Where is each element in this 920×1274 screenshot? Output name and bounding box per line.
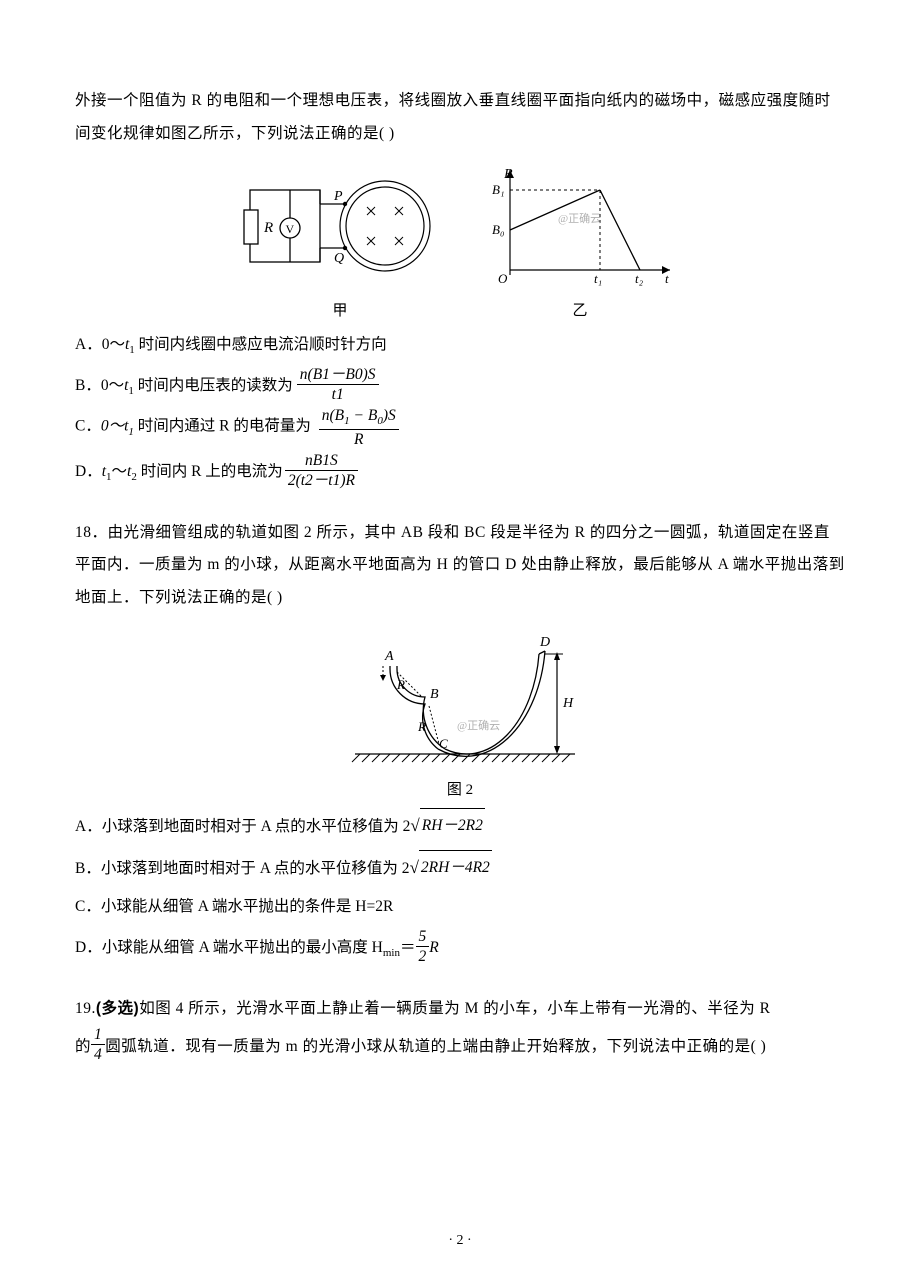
q17-opt-B: B．0～t1 时间内电压表的读数为 n(B1－B0)S t1 [75,366,845,403]
D18-R: R [429,931,438,965]
t2-label: t₂ [635,271,644,286]
q17-block: 外接一个阻值为 R 的电阻和一个理想电压表，将线圈放入垂直线圈平面指向纸内的磁场… [75,85,845,489]
t1-label: t₁ [594,271,602,286]
q18-opt-C: C．小球能从细管 A 端水平抛出的条件是 H=2R [75,890,845,924]
fig-Q: Q [334,251,344,266]
B-pre: B．0～ [75,377,124,394]
D18-pre: D．小球能从细管 A 端水平抛出的最小高度 H [75,939,383,956]
C-num-r: )S [383,407,396,424]
D-tilde: ～ [112,463,128,480]
fig-C: C [439,736,448,751]
q17-cap-left: 甲 [332,299,347,320]
watermark2: @正确云 [457,719,500,732]
D-den: 2(t2－t1)R [285,471,358,489]
C-num-l: n(B [322,407,344,424]
q17-opt-A: A．0～t1 时间内线圈中感应电流沿顺时针方向 [75,328,845,362]
fig-R1: R [396,677,405,692]
q19-den-frac: 4 [91,1045,105,1063]
B1-label: B₁ [492,182,504,197]
D18-eq: ＝ [400,939,416,956]
D18-sub: min [383,947,400,959]
D18-num: 5 [416,928,430,947]
q18-text: 由光滑细管组成的轨道如图 2 所示，其中 AB 段和 BC 段是半径为 R 的四… [75,524,845,606]
C-num-m: − B [350,407,378,424]
q17-figures: R V P Q [75,160,845,320]
fig-R2: R [417,719,426,734]
C-italic: 0～t [101,418,129,435]
fig-R: R [263,220,273,236]
q18-opt-B: B．小球落到地面时相对于 A 点的水平位移值为 2 2RH－4R2 [75,849,845,886]
q19-num-frac: 1 [91,1026,105,1045]
O-label: O [498,271,508,286]
track-svg: A B C D R R H @正确云 [335,624,585,774]
x-label: t [665,271,669,286]
q18-block: 18．由光滑细管组成的轨道如图 2 所示，其中 AB 段和 BC 段是半径为 R… [75,517,845,966]
q19-p2-post: 圆弧轨道．现有一质量为 m 的光滑小球从轨道的上端由静止开始释放，下列说法中正确… [105,1031,766,1064]
q19-block: 19.(多选)如图 4 所示，光滑水平面上静止着一辆质量为 M 的小车，小车上带… [75,993,845,1063]
q19-text1: 如图 4 所示，光滑水平面上静止着一辆质量为 M 的小车，小车上带有一光滑的、半… [139,1000,770,1017]
q19-p1: 19.(多选)如图 4 所示，光滑水平面上静止着一辆质量为 M 的小车，小车上带… [75,993,845,1026]
C-den: R [319,430,399,448]
A-pre: A．0～ [75,336,125,353]
q19-p2-pre: 的 [75,1031,91,1064]
D-pre: D． [75,463,102,480]
q17-fig-right: B B₁ B₀ O t₁ t₂ t @正确云 乙 [480,160,680,320]
fig-P: P [333,189,343,204]
A18-sqrt: RH－2R2 [420,808,485,843]
D-num: nB1S [285,452,358,471]
y-label: B [504,167,513,182]
q18-opt-D: D．小球能从细管 A 端水平抛出的最小高度 Hmin＝ 5 2 R [75,928,845,965]
q18-p: 18．由光滑细管组成的轨道如图 2 所示，其中 AB 段和 BC 段是半径为 R… [75,517,845,615]
circuit-svg: R V P Q [240,160,440,295]
B-post: 时间内电压表的读数为 [134,377,293,394]
B18-sqrt: 2RH－4R2 [419,850,492,885]
fig-D: D [539,635,550,650]
q17-cap-right: 乙 [572,299,587,320]
C-pre: C． [75,418,101,435]
q17-opt-C: C．0～t1 时间内通过 R 的电荷量为 n(B1 − B0)S R [75,407,845,447]
q18-figure: A B C D R R H @正确云 图 2 [75,624,845,799]
q17-fig-left: R V P Q [240,160,440,320]
B0-label: B₀ [492,222,504,237]
q19-num: 19. [75,1000,96,1017]
A-post: 时间内线圈中感应电流沿顺时针方向 [135,336,387,353]
D18-den: 2 [416,947,430,965]
B-num: n(B1－B0)S [297,366,379,385]
B18-pre: B．小球落到地面时相对于 A 点的水平位移值为 2 [75,860,410,877]
q18-cap: 图 2 [447,778,473,799]
q18-num: 18． [75,524,108,541]
svg-text:V: V [286,222,295,236]
watermark: @正确云 [558,212,601,225]
fig-B: B [430,687,439,702]
A18-pre: A．小球落到地面时相对于 A 点的水平位移值为 2 [75,818,410,835]
q17-p1: 外接一个阻值为 R 的电阻和一个理想电压表，将线圈放入垂直线圈平面指向纸内的磁场… [75,85,845,150]
B-den: t1 [297,385,379,403]
fig-H: H [562,696,574,711]
q19-multi: (多选) [96,1000,139,1017]
C-post: 时间内通过 R 的电荷量为 [134,418,311,435]
D-post: 时间内 R 上的电流为 [137,463,283,480]
q19-p2: 的 1 4 圆弧轨道．现有一质量为 m 的光滑小球从轨道的上端由静止开始释放，下… [75,1026,845,1063]
q17-opt-D: D．t1～t2 时间内 R 上的电流为 nB1S 2(t2－t1)R [75,452,845,489]
page-number: · 2 · [0,1233,920,1249]
q18-opt-A: A．小球落到地面时相对于 A 点的水平位移值为 2 RH－2R2 [75,807,845,844]
fig-A: A [384,649,394,664]
graph-svg: B B₁ B₀ O t₁ t₂ t @正确云 [480,160,680,295]
